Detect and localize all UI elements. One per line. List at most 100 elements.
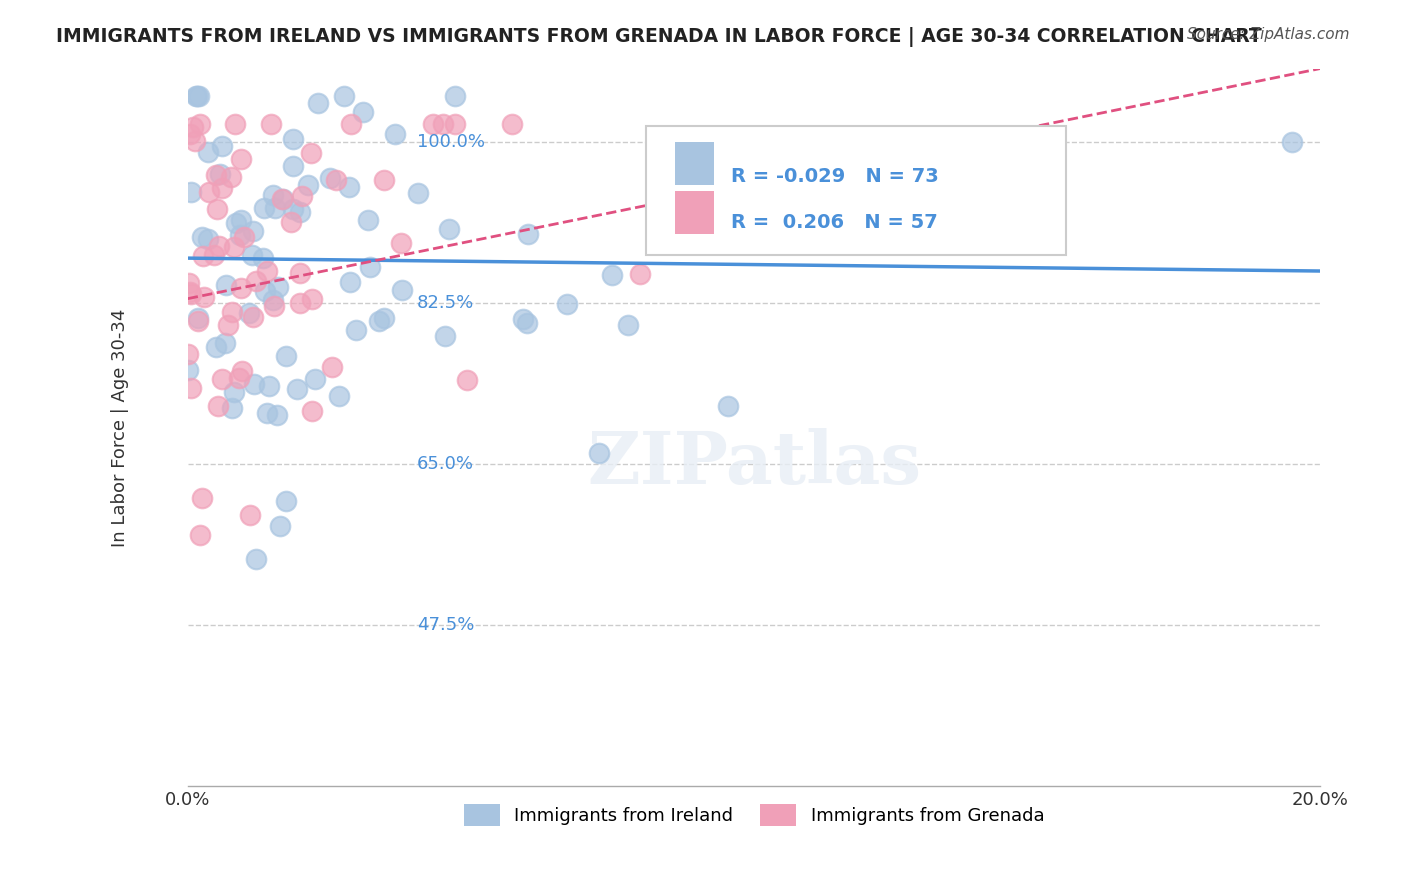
Point [288, 296, 311, 310]
Point [501, 117, 523, 131]
Point [291, 189, 314, 203]
Point [319, 171, 342, 186]
Point [197, 232, 219, 246]
Point [434, 329, 457, 343]
Point [180, 381, 202, 395]
Point [346, 323, 368, 337]
Point [357, 212, 380, 227]
Point [273, 192, 295, 206]
Point [177, 347, 200, 361]
Point [717, 399, 740, 413]
Point [267, 280, 290, 294]
Point [221, 305, 243, 319]
Point [588, 446, 610, 460]
Point [628, 267, 651, 281]
Text: R =  0.206   N = 57: R = 0.206 N = 57 [731, 213, 938, 232]
Point [328, 389, 350, 403]
Point [276, 350, 298, 364]
Text: IMMIGRANTS FROM IRELAND VS IMMIGRANTS FROM GRENADA IN LABOR FORCE | AGE 30-34 CO: IMMIGRANTS FROM IRELAND VS IMMIGRANTS FR… [56, 27, 1263, 46]
Point [186, 89, 208, 103]
Point [211, 371, 233, 385]
Point [301, 292, 323, 306]
Point [339, 117, 361, 131]
Point [256, 263, 278, 277]
Text: 47.5%: 47.5% [416, 616, 474, 634]
Point [274, 494, 297, 508]
Point [190, 230, 212, 244]
Point [384, 128, 406, 142]
Point [202, 248, 225, 262]
Point [231, 212, 253, 227]
Point [191, 249, 214, 263]
Point [512, 312, 534, 326]
Point [281, 202, 304, 216]
Point [188, 117, 211, 131]
Point [225, 215, 247, 229]
Point [263, 299, 285, 313]
Point [228, 371, 250, 385]
Point [240, 248, 263, 262]
Point [408, 186, 430, 200]
Point [600, 268, 623, 283]
Point [205, 341, 228, 355]
Point [179, 127, 201, 141]
Point [242, 310, 264, 324]
Point [191, 491, 214, 506]
Point [290, 204, 312, 219]
Point [215, 278, 238, 293]
Point [229, 152, 252, 166]
Point [184, 89, 207, 103]
Point [238, 306, 260, 320]
Point [187, 311, 209, 326]
Text: In Labor Force | Age 30-34: In Labor Force | Age 30-34 [111, 309, 129, 547]
Point [260, 117, 283, 131]
Point [187, 314, 209, 328]
Point [197, 145, 219, 159]
Point [325, 173, 347, 187]
Bar [675, 191, 714, 235]
Point [188, 528, 211, 542]
Point [555, 297, 578, 311]
Point [193, 290, 215, 304]
Point [209, 167, 232, 181]
Point [373, 311, 395, 326]
Point [517, 227, 540, 242]
Text: 65.0%: 65.0% [416, 455, 474, 474]
Point [373, 173, 395, 187]
Point [262, 187, 284, 202]
Bar [675, 142, 714, 185]
Point [231, 364, 253, 378]
Point [214, 336, 236, 351]
Point [180, 185, 202, 199]
Point [229, 281, 252, 295]
Point [262, 293, 284, 308]
Point [651, 153, 673, 168]
Point [269, 519, 291, 533]
Point [211, 181, 233, 195]
Point [198, 185, 221, 199]
Point [285, 383, 308, 397]
Point [359, 260, 381, 274]
Point [219, 170, 242, 185]
Point [184, 134, 207, 148]
Point [252, 251, 274, 265]
Point [229, 228, 252, 243]
Point [259, 379, 281, 393]
Point [422, 117, 444, 131]
Legend: Immigrants from Ireland, Immigrants from Grenada: Immigrants from Ireland, Immigrants from… [454, 795, 1053, 835]
Point [205, 202, 228, 216]
Point [281, 132, 304, 146]
Point [222, 240, 245, 254]
Point [233, 230, 256, 244]
Point [288, 266, 311, 280]
Point [337, 180, 360, 194]
Point [177, 363, 200, 377]
Point [245, 552, 267, 566]
Text: R = -0.029   N = 73: R = -0.029 N = 73 [731, 168, 939, 186]
Point [1281, 135, 1303, 149]
Point [217, 318, 239, 332]
Point [444, 89, 467, 103]
Point [239, 508, 262, 523]
Point [432, 117, 454, 131]
Text: ZIPatlas: ZIPatlas [588, 428, 921, 499]
